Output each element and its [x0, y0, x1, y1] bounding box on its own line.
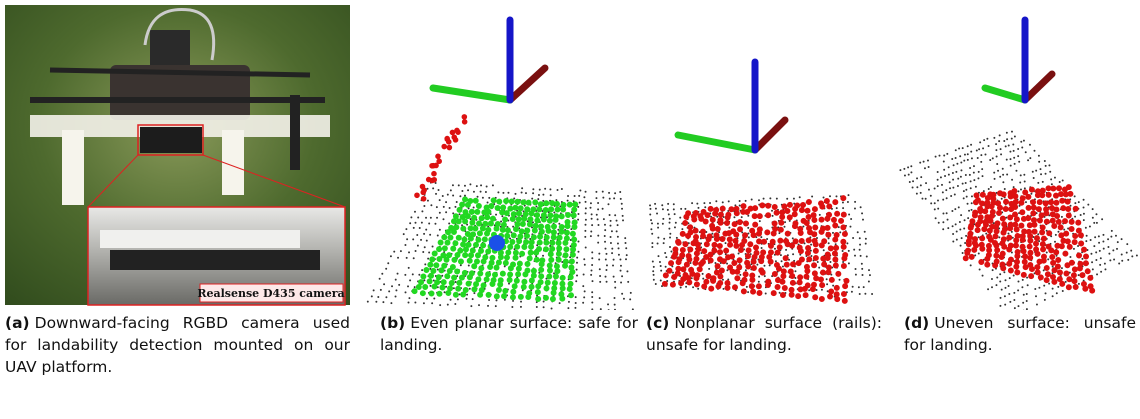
landing-target [489, 235, 505, 251]
caption-text: Nonplanar surface (rails): unsafe for la… [646, 314, 882, 354]
axis-red [510, 68, 545, 100]
caption: (a)Downward-facing RGBD camera used for … [5, 312, 350, 378]
lidar [150, 30, 190, 70]
camera-detail [100, 230, 300, 248]
inset-label: Realsense D435 camera [197, 287, 344, 300]
landing-leg [290, 95, 300, 170]
subfigure-label: (b) [380, 314, 405, 332]
subfigure-label: (c) [646, 314, 669, 332]
caption-text: Uneven surface: unsafe for landing. [904, 314, 1136, 354]
caption: (d)Uneven surface: unsafe for landing. [904, 312, 1136, 356]
point-cloud [662, 195, 850, 304]
axis-green [433, 88, 510, 100]
landing-leg [62, 130, 84, 205]
caption: (b)Even planar surface: safe for landing… [380, 312, 638, 356]
uav-photo: Realsense D435 camera [5, 5, 350, 305]
caption: (c)Nonplanar surface (rails): unsafe for… [646, 312, 882, 356]
landing-leg [222, 130, 244, 195]
axis-red [755, 120, 785, 150]
camera [140, 127, 202, 153]
caption-text: Downward-facing RGBD camera used for lan… [5, 314, 350, 376]
axis-green [985, 88, 1025, 100]
subfigure-label: (a) [5, 314, 30, 332]
point-cloud [414, 114, 467, 201]
axis-green [678, 135, 755, 150]
subfigure-label: (d) [904, 314, 929, 332]
point-cloud [963, 184, 1095, 294]
camera-detail [110, 250, 320, 270]
caption-text: Even planar surface: safe for landing. [380, 314, 638, 354]
axis-red [1025, 74, 1052, 100]
page: {"subfigures": [ {"label": "(a)", "capti… [0, 0, 1140, 419]
figure-graphics: Realsense D435 camera [0, 0, 1140, 310]
